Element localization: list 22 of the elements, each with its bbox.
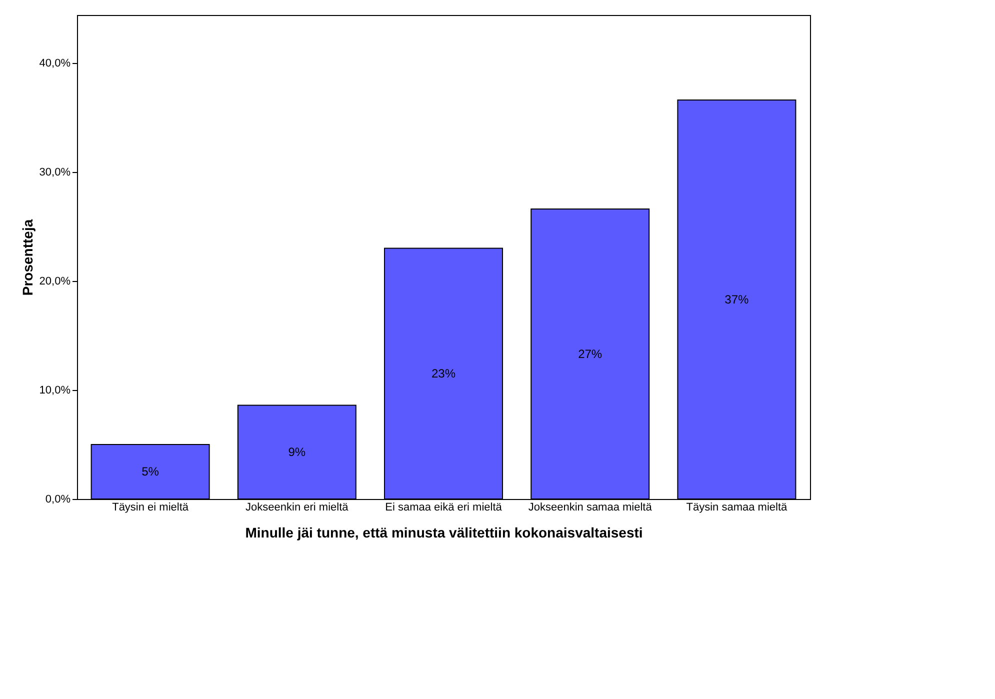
bar xyxy=(677,100,796,500)
y-axis-title: Prosentteja xyxy=(19,219,36,296)
y-tick-label: 30,0% xyxy=(39,166,71,178)
x-axis-title: Minulle jäi tunne, että minusta välitettiin kokonaisvaltaisesti xyxy=(245,524,643,540)
data-label: 23% xyxy=(431,366,456,381)
data-label: 27% xyxy=(578,347,602,362)
y-tick-label: 10,0% xyxy=(39,384,71,396)
x-tick-label: Ei samaa eikä eri mieltä xyxy=(385,502,503,514)
y-tick-label: 0,0% xyxy=(45,494,71,506)
data-label: 9% xyxy=(288,445,306,460)
y-tick-label: 20,0% xyxy=(39,275,71,288)
data-label: 5% xyxy=(142,464,160,479)
bar xyxy=(530,208,650,500)
bar xyxy=(237,404,356,500)
data-label: 37% xyxy=(724,292,750,307)
bar xyxy=(90,444,210,500)
x-tick-label: Jokseenkin samaa mieltä xyxy=(528,502,653,514)
y-tick-label: 40,0% xyxy=(39,57,71,70)
x-tick-label: Jokseenkin eri mieltä xyxy=(246,502,350,514)
bar xyxy=(384,248,503,500)
x-tick-label: Täysin ei mieltä xyxy=(112,502,190,514)
x-tick-label: Täysin samaa mieltä xyxy=(686,502,788,514)
